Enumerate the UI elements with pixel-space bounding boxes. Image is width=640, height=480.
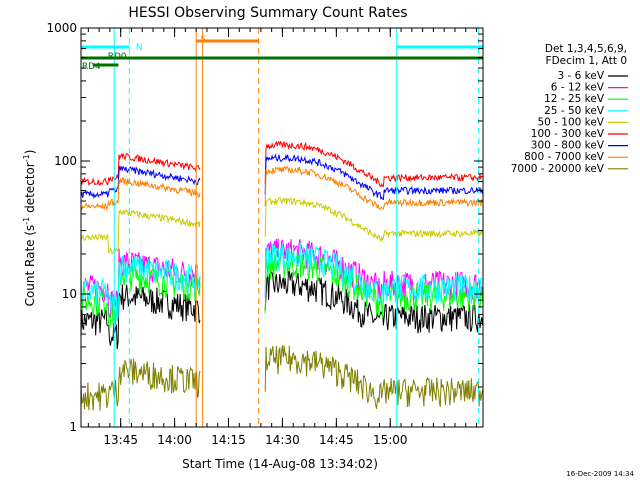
night-label: N	[136, 43, 143, 53]
legend-header-line-1: Det 1,3,4,5,6,9,	[545, 43, 627, 55]
rd4-label: RD4	[82, 62, 101, 72]
series-line-9	[264, 345, 484, 410]
legend-label: 7000 - 20000 keV	[511, 163, 605, 175]
legend-label: 50 - 100 keV	[537, 116, 604, 128]
legend-label: 3 - 6 keV	[557, 70, 604, 82]
series-line-9	[80, 358, 201, 411]
series-line-7	[80, 165, 201, 200]
legend-label: 300 - 800 keV	[531, 140, 605, 152]
axis-layer: 1 10 100 1000 13:45 14:00 14:15 14:30 14:45 15:00	[46, 21, 483, 447]
saa-label: S	[200, 35, 206, 45]
x-tick-label: 14:15	[211, 433, 246, 447]
legend-label: 6 - 12 keV	[551, 82, 605, 94]
series-line-6	[264, 140, 483, 188]
series-line-4	[80, 255, 201, 322]
generation-timestamp: 16-Dec-2009 14:34	[566, 470, 634, 478]
series-line-5	[80, 208, 201, 255]
x-tick-label: 14:30	[265, 433, 300, 447]
series-line-1	[80, 284, 201, 350]
x-axis-label: Start Time (14-Aug-08 13:34:02)	[182, 457, 378, 471]
series-line-8	[264, 165, 484, 210]
rd0-label: RD0	[108, 52, 127, 62]
y-tick-label: 10	[62, 287, 77, 301]
x-tick-label: 15:00	[373, 433, 408, 447]
legend-label: 25 - 50 keV	[544, 105, 605, 117]
series-line-1	[264, 270, 484, 334]
y-tick-label: 1	[69, 420, 77, 434]
legend-header-line-2: FDecim 1, Att 0	[546, 55, 627, 67]
x-tick-label: 14:45	[319, 433, 354, 447]
series-line-8	[80, 177, 201, 212]
chart-title: HESSI Observing Summary Count Rates	[128, 5, 407, 21]
series-line-7	[264, 153, 484, 201]
series-line-6	[80, 152, 201, 186]
x-tick-label: 13:45	[103, 433, 138, 447]
overlay-layer: N S RD0 RD4	[81, 28, 483, 427]
legend-label: 12 - 25 keV	[544, 93, 605, 105]
series-line-5	[264, 197, 483, 243]
x-tick-label: 14:00	[157, 433, 192, 447]
series-layer	[80, 140, 484, 411]
series-line-4	[264, 242, 483, 304]
y-tick-label: 1000	[46, 21, 77, 35]
y-tick-label: 100	[54, 154, 77, 168]
legend-label: 100 - 300 keV	[531, 128, 605, 140]
legend: Det 1,3,4,5,6,9, FDecim 1, Att 0 3 - 6 k…	[511, 43, 628, 175]
legend-label: 800 - 7000 keV	[524, 151, 605, 163]
y-axis-label: Count Rate (s-1 detector-1)	[22, 150, 37, 307]
